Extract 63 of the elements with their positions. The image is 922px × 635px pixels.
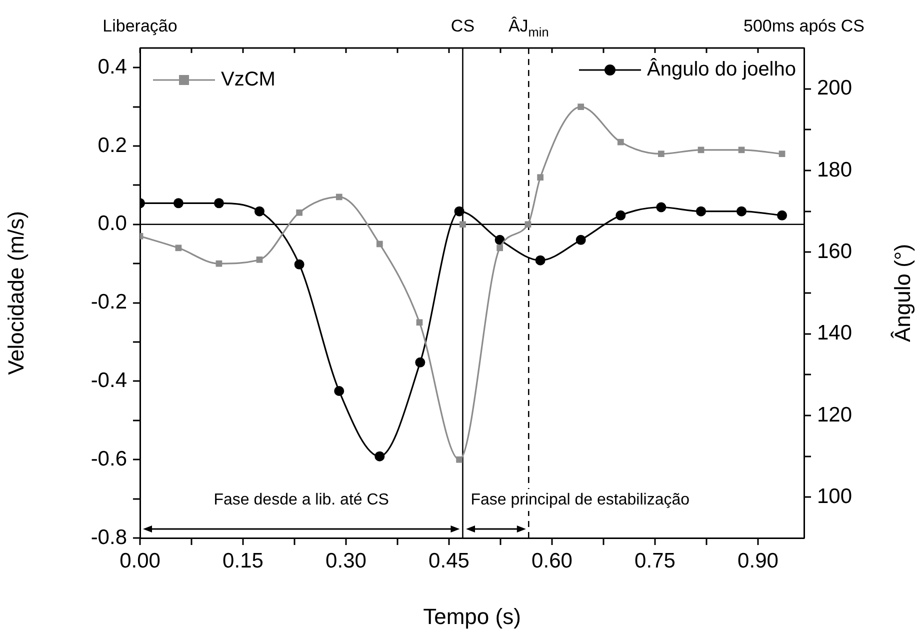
point <box>456 456 462 463</box>
point <box>336 194 342 200</box>
y2-tick-label: 140 <box>817 322 852 345</box>
ref-line-label: CS <box>450 16 475 36</box>
y2-tick-label: 120 <box>817 403 852 426</box>
x-axis-title: Tempo (s) <box>423 604 521 629</box>
point <box>376 240 383 248</box>
point <box>616 210 626 220</box>
point <box>738 146 745 154</box>
point <box>658 150 664 158</box>
x-tick-label: 0.60 <box>532 549 572 572</box>
y-tick-label: -0.8 <box>90 526 127 549</box>
legend-label: VzCM <box>221 68 276 91</box>
x-tick-label: 0.30 <box>326 549 366 572</box>
x-tick-label: 0.15 <box>222 549 264 572</box>
point <box>415 357 426 368</box>
y2-axis-title: Ângulo (°) <box>890 244 916 342</box>
point <box>294 259 304 270</box>
y2-tick-label: 200 <box>817 76 852 100</box>
y-tick-label: -0.6 <box>90 447 127 470</box>
y2-tick-label: 180 <box>817 158 852 182</box>
point <box>334 386 344 396</box>
point <box>524 221 532 228</box>
y-tick-label: -0.2 <box>90 290 127 314</box>
point <box>778 150 786 158</box>
point <box>496 244 503 252</box>
point <box>777 210 788 220</box>
y-tick-label: 0.0 <box>98 212 127 236</box>
point <box>454 206 464 216</box>
point <box>256 256 263 263</box>
point <box>576 234 586 245</box>
point <box>537 174 544 181</box>
point <box>578 104 584 110</box>
y2-tick-label: 100 <box>817 484 852 508</box>
text: Liberação <box>102 16 178 36</box>
point <box>296 209 302 216</box>
y-tick-label: 0.2 <box>98 134 127 157</box>
point <box>173 198 184 208</box>
y-tick-label: 0.4 <box>98 55 128 78</box>
point <box>374 451 385 462</box>
point <box>254 206 264 216</box>
point <box>535 255 546 266</box>
legend-label: Ângulo do joelho <box>646 58 796 81</box>
y2-tick-label: 160 <box>817 240 852 263</box>
point <box>460 221 466 228</box>
x-tick-label: 0.75 <box>634 549 676 572</box>
text: 500ms após CS <box>744 16 864 36</box>
x-tick-label: 0.45 <box>428 549 470 572</box>
annotation: Fase principal de estabilização <box>470 491 690 508</box>
point <box>656 202 666 212</box>
point <box>216 260 222 267</box>
y-axis-title: Velocidade (m/s) <box>3 211 28 375</box>
x-tick-label: 0.00 <box>120 549 160 572</box>
point <box>698 146 704 154</box>
point <box>416 319 423 326</box>
annotation: Fase desde a lib. até CS <box>214 491 389 508</box>
point <box>617 138 624 146</box>
point <box>175 244 182 252</box>
y-tick-label: -0.4 <box>90 368 128 392</box>
x-tick-label: 0.90 <box>738 549 778 572</box>
point <box>736 206 747 216</box>
point <box>214 198 224 208</box>
point <box>696 206 706 216</box>
